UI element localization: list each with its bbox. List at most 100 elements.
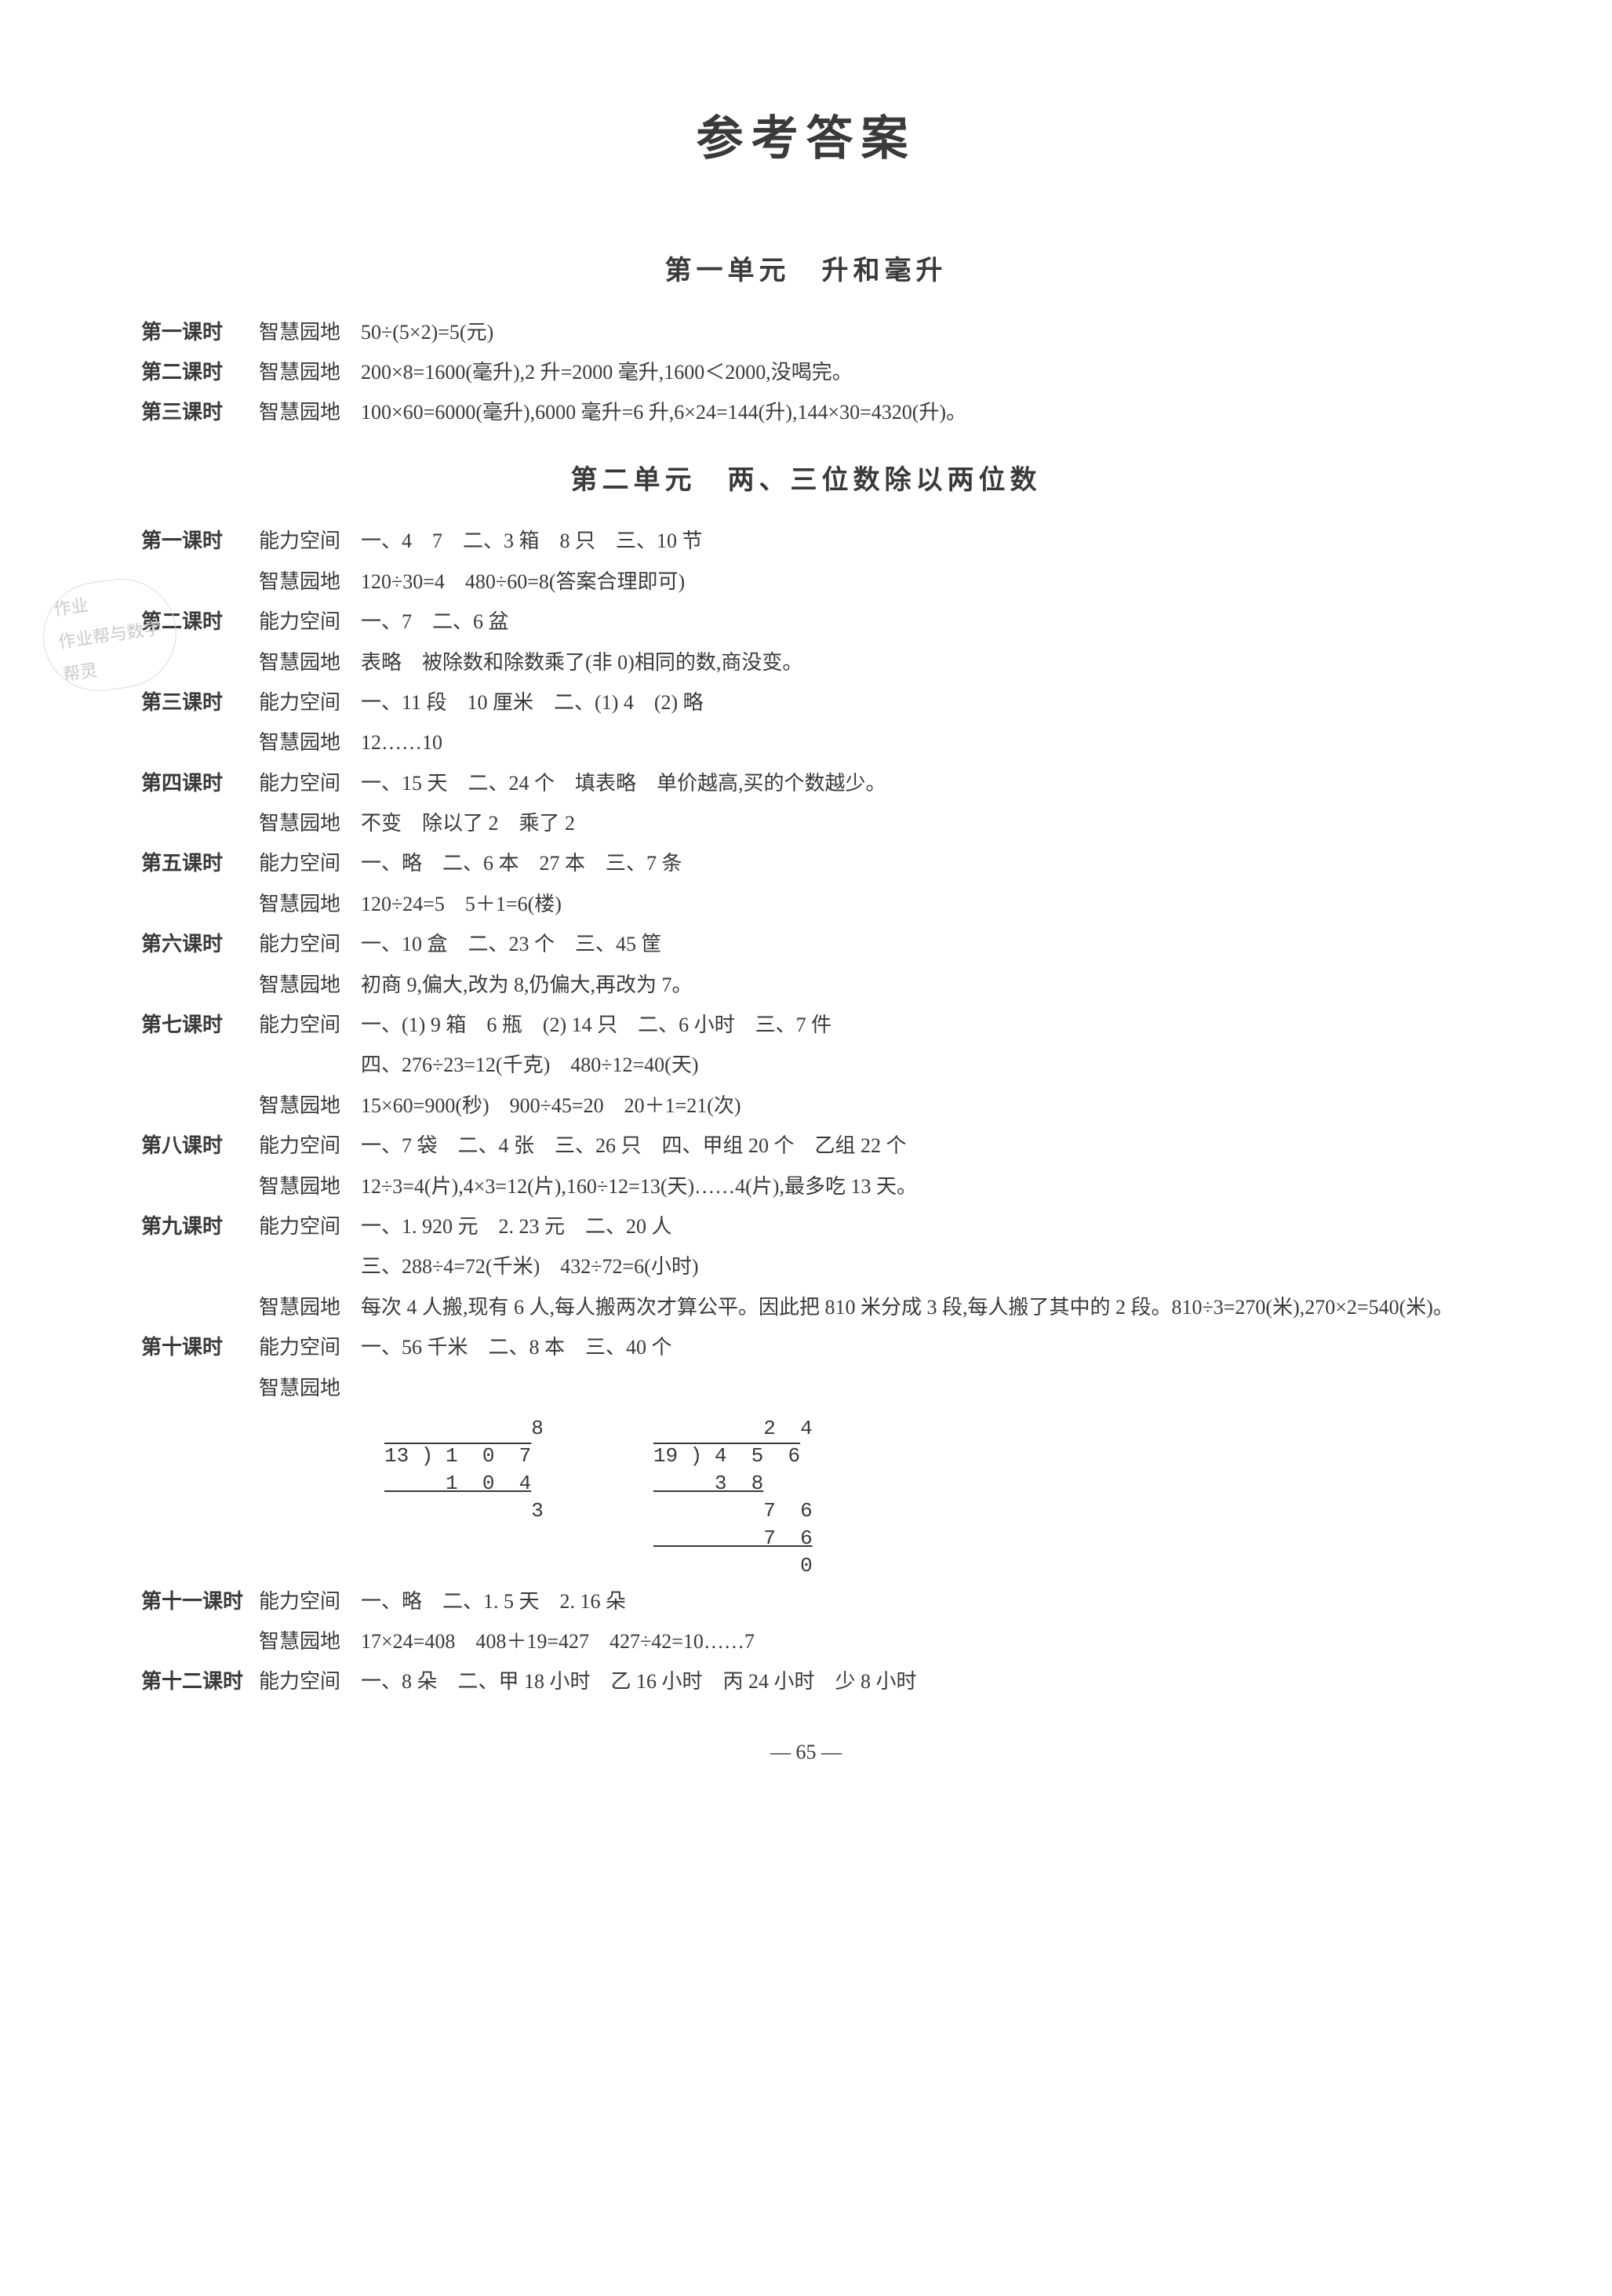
answer-text: 一、8 朵 二、甲 18 小时 乙 16 小时 丙 24 小时 少 8 小时 — [361, 1662, 1471, 1701]
answer-key-page: 参考答案 第一单元 升和毫升 第一课时 智慧园地 50÷(5×2)=5(元) 第… — [141, 94, 1471, 1771]
lesson-label: 第二课时 — [141, 602, 259, 641]
answer-text: 200×8=1600(毫升),2 升=2000 毫升,1600＜2000,没喝完… — [361, 353, 1471, 391]
lesson-label: 第五课时 — [141, 844, 259, 882]
answer-text: 50÷(5×2)=5(元) — [361, 313, 1471, 351]
answer-text: 一、7 二、6 盆 — [361, 602, 1471, 641]
long-division-1: 8 13 ) 1 0 7 1 0 4 3 — [384, 1415, 544, 1581]
answer-text: 四、276÷23=12(千克) 480÷12=40(天) — [361, 1046, 1471, 1084]
lesson-label: 第九课时 — [141, 1207, 259, 1246]
lesson-row: 第五课时能力空间一、略 二、6 本 27 本 三、7 条 — [141, 844, 1471, 882]
lesson-label: 第三课时 — [141, 683, 259, 722]
section-label: 智慧园地 — [259, 1086, 361, 1125]
lesson-label: 第一课时 — [141, 313, 259, 351]
section-label: 智慧园地 — [259, 353, 361, 391]
section-label: 智慧园地 — [259, 393, 361, 431]
division-row: 8 13 ) 1 0 7 1 0 4 3 2 4 19 ) 4 5 6 3 8 … — [141, 1409, 1471, 1581]
lesson-row: 第一课时能力空间一、4 7 二、3 箱 8 只 三、10 节 — [141, 522, 1471, 560]
answer-text: 一、15 天 二、24 个 填表略 单价越高,买的个数越少。 — [361, 764, 1471, 802]
unit1-lesson3: 第三课时 智慧园地 100×60=6000(毫升),6000 毫升=6 升,6×… — [141, 393, 1471, 431]
main-title: 参考答案 — [141, 94, 1471, 184]
unit2-lessons: 第一课时能力空间一、4 7 二、3 箱 8 只 三、10 节智慧园地120÷30… — [141, 522, 1471, 1407]
answer-text: 一、11 段 10 厘米 二、(1) 4 (2) 略 — [361, 683, 1471, 722]
section-label: 能力空间 — [259, 1207, 361, 1246]
unit1-lesson1: 第一课时 智慧园地 50÷(5×2)=5(元) — [141, 313, 1471, 351]
section-label: 能力空间 — [259, 1582, 361, 1621]
section-label: 能力空间 — [259, 522, 361, 560]
lesson-row: 第八课时能力空间一、7 袋 二、4 张 三、26 只 四、甲组 20 个 乙组 … — [141, 1126, 1471, 1165]
answer-text: 表略 被除数和除数乘了(非 0)相同的数,商没变。 — [361, 643, 1471, 682]
section-label: 智慧园地 — [259, 1622, 361, 1661]
lesson-label: 第三课时 — [141, 393, 259, 431]
lesson-label: 第十课时 — [141, 1328, 259, 1366]
section-label: 能力空间 — [259, 1006, 361, 1044]
lesson-row: 第九课时能力空间一、1. 920 元 2. 23 元 二、20 人 — [141, 1207, 1471, 1246]
lesson-row: 智慧园地初商 9,偏大,改为 8,仍偏大,再改为 7。 — [141, 966, 1471, 1004]
section-label: 智慧园地 — [259, 1288, 361, 1326]
answer-text: 一、10 盒 二、23 个 三、45 筐 — [361, 925, 1471, 963]
lesson-row: 智慧园地15×60=900(秒) 900÷45=20 20＋1=21(次) — [141, 1086, 1471, 1125]
answer-text: 一、4 7 二、3 箱 8 只 三、10 节 — [361, 522, 1471, 560]
unit2-lesson11-row1: 第十一课时 能力空间 一、略 二、1. 5 天 2. 16 朵 — [141, 1582, 1471, 1621]
lesson-row: 智慧园地不变 除以了 2 乘了 2 — [141, 804, 1471, 842]
answer-text: 一、1. 920 元 2. 23 元 二、20 人 — [361, 1207, 1471, 1246]
section-label: 能力空间 — [259, 925, 361, 963]
lesson-row: 智慧园地12……10 — [141, 723, 1471, 762]
lesson-row: 四、276÷23=12(千克) 480÷12=40(天) — [141, 1046, 1471, 1084]
lesson-label: 第一课时 — [141, 522, 259, 560]
lesson-row: 第三课时能力空间一、11 段 10 厘米 二、(1) 4 (2) 略 — [141, 683, 1471, 722]
lesson-label: 第七课时 — [141, 1006, 259, 1044]
unit1-title: 第一单元 升和毫升 — [141, 246, 1471, 297]
section-label: 智慧园地 — [259, 966, 361, 1004]
answer-text: 120÷30=4 480÷60=8(答案合理即可) — [361, 562, 1471, 601]
long-division-2: 2 4 19 ) 4 5 6 3 8 7 6 7 6 0 — [653, 1415, 813, 1581]
answer-text: 17×24=408 408＋19=427 427÷42=10……7 — [361, 1622, 1471, 1661]
lesson-row: 第二课时能力空间一、7 二、6 盆 — [141, 602, 1471, 641]
section-label: 能力空间 — [259, 602, 361, 641]
section-label: 智慧园地 — [259, 562, 361, 601]
section-label: 能力空间 — [259, 1662, 361, 1701]
answer-text: 一、7 袋 二、4 张 三、26 只 四、甲组 20 个 乙组 22 个 — [361, 1126, 1471, 1165]
lesson-row: 智慧园地 — [141, 1369, 1471, 1407]
answer-text: 每次 4 人搬,现有 6 人,每人搬两次才算公平。因此把 810 米分成 3 段… — [361, 1288, 1471, 1326]
lesson-row: 智慧园地12÷3=4(片),4×3=12(片),160÷12=13(天)……4(… — [141, 1167, 1471, 1206]
answer-text: 一、略 二、6 本 27 本 三、7 条 — [361, 844, 1471, 882]
lesson-label: 第六课时 — [141, 925, 259, 963]
section-label: 智慧园地 — [259, 1369, 361, 1407]
lesson-label: 第十二课时 — [141, 1662, 259, 1701]
section-label: 能力空间 — [259, 844, 361, 882]
section-label: 智慧园地 — [259, 643, 361, 682]
section-label: 智慧园地 — [259, 1167, 361, 1206]
answer-text: 120÷24=5 5＋1=6(楼) — [361, 885, 1471, 923]
long-division-group: 8 13 ) 1 0 7 1 0 4 3 2 4 19 ) 4 5 6 3 8 … — [384, 1415, 1471, 1581]
lesson-label: 第八课时 — [141, 1126, 259, 1165]
answer-text: 一、56 千米 二、8 本 三、40 个 — [361, 1328, 1471, 1366]
section-label: 能力空间 — [259, 764, 361, 802]
lesson-row: 第七课时能力空间一、(1) 9 箱 6 瓶 (2) 14 只 二、6 小时 三、… — [141, 1006, 1471, 1044]
section-label: 能力空间 — [259, 683, 361, 722]
answer-text: 15×60=900(秒) 900÷45=20 20＋1=21(次) — [361, 1086, 1471, 1125]
lesson-row: 智慧园地120÷24=5 5＋1=6(楼) — [141, 885, 1471, 923]
lesson-row: 第四课时能力空间一、15 天 二、24 个 填表略 单价越高,买的个数越少。 — [141, 764, 1471, 802]
lesson-row: 智慧园地每次 4 人搬,现有 6 人,每人搬两次才算公平。因此把 810 米分成… — [141, 1288, 1471, 1326]
section-label: 智慧园地 — [259, 723, 361, 762]
answer-text: 100×60=6000(毫升),6000 毫升=6 升,6×24=144(升),… — [361, 393, 1471, 431]
lesson-label: 第四课时 — [141, 764, 259, 802]
section-label: 能力空间 — [259, 1328, 361, 1366]
answer-text: 一、略 二、1. 5 天 2. 16 朵 — [361, 1582, 1471, 1621]
lesson-row: 三、288÷4=72(千米) 432÷72=6(小时) — [141, 1247, 1471, 1286]
lesson-label: 第十一课时 — [141, 1582, 259, 1621]
unit2-lesson11-row2: 智慧园地 17×24=408 408＋19=427 427÷42=10……7 — [141, 1622, 1471, 1661]
section-label: 智慧园地 — [259, 885, 361, 923]
unit2-lesson12-row1: 第十二课时 能力空间 一、8 朵 二、甲 18 小时 乙 16 小时 丙 24 … — [141, 1662, 1471, 1701]
answer-text: 不变 除以了 2 乘了 2 — [361, 804, 1471, 842]
answer-text: 初商 9,偏大,改为 8,仍偏大,再改为 7。 — [361, 966, 1471, 1004]
answer-text: 12÷3=4(片),4×3=12(片),160÷12=13(天)……4(片),最… — [361, 1167, 1471, 1206]
lesson-row: 智慧园地120÷30=4 480÷60=8(答案合理即可) — [141, 562, 1471, 601]
section-label: 智慧园地 — [259, 313, 361, 351]
lesson-label: 第二课时 — [141, 353, 259, 391]
lesson-row: 第十课时能力空间一、56 千米 二、8 本 三、40 个 — [141, 1328, 1471, 1366]
unit1-lesson2: 第二课时 智慧园地 200×8=1600(毫升),2 升=2000 毫升,160… — [141, 353, 1471, 391]
unit2-title: 第二单元 两、三位数除以两位数 — [141, 456, 1471, 507]
answer-text: 12……10 — [361, 723, 1471, 762]
lesson-row: 第六课时能力空间一、10 盒 二、23 个 三、45 筐 — [141, 925, 1471, 963]
